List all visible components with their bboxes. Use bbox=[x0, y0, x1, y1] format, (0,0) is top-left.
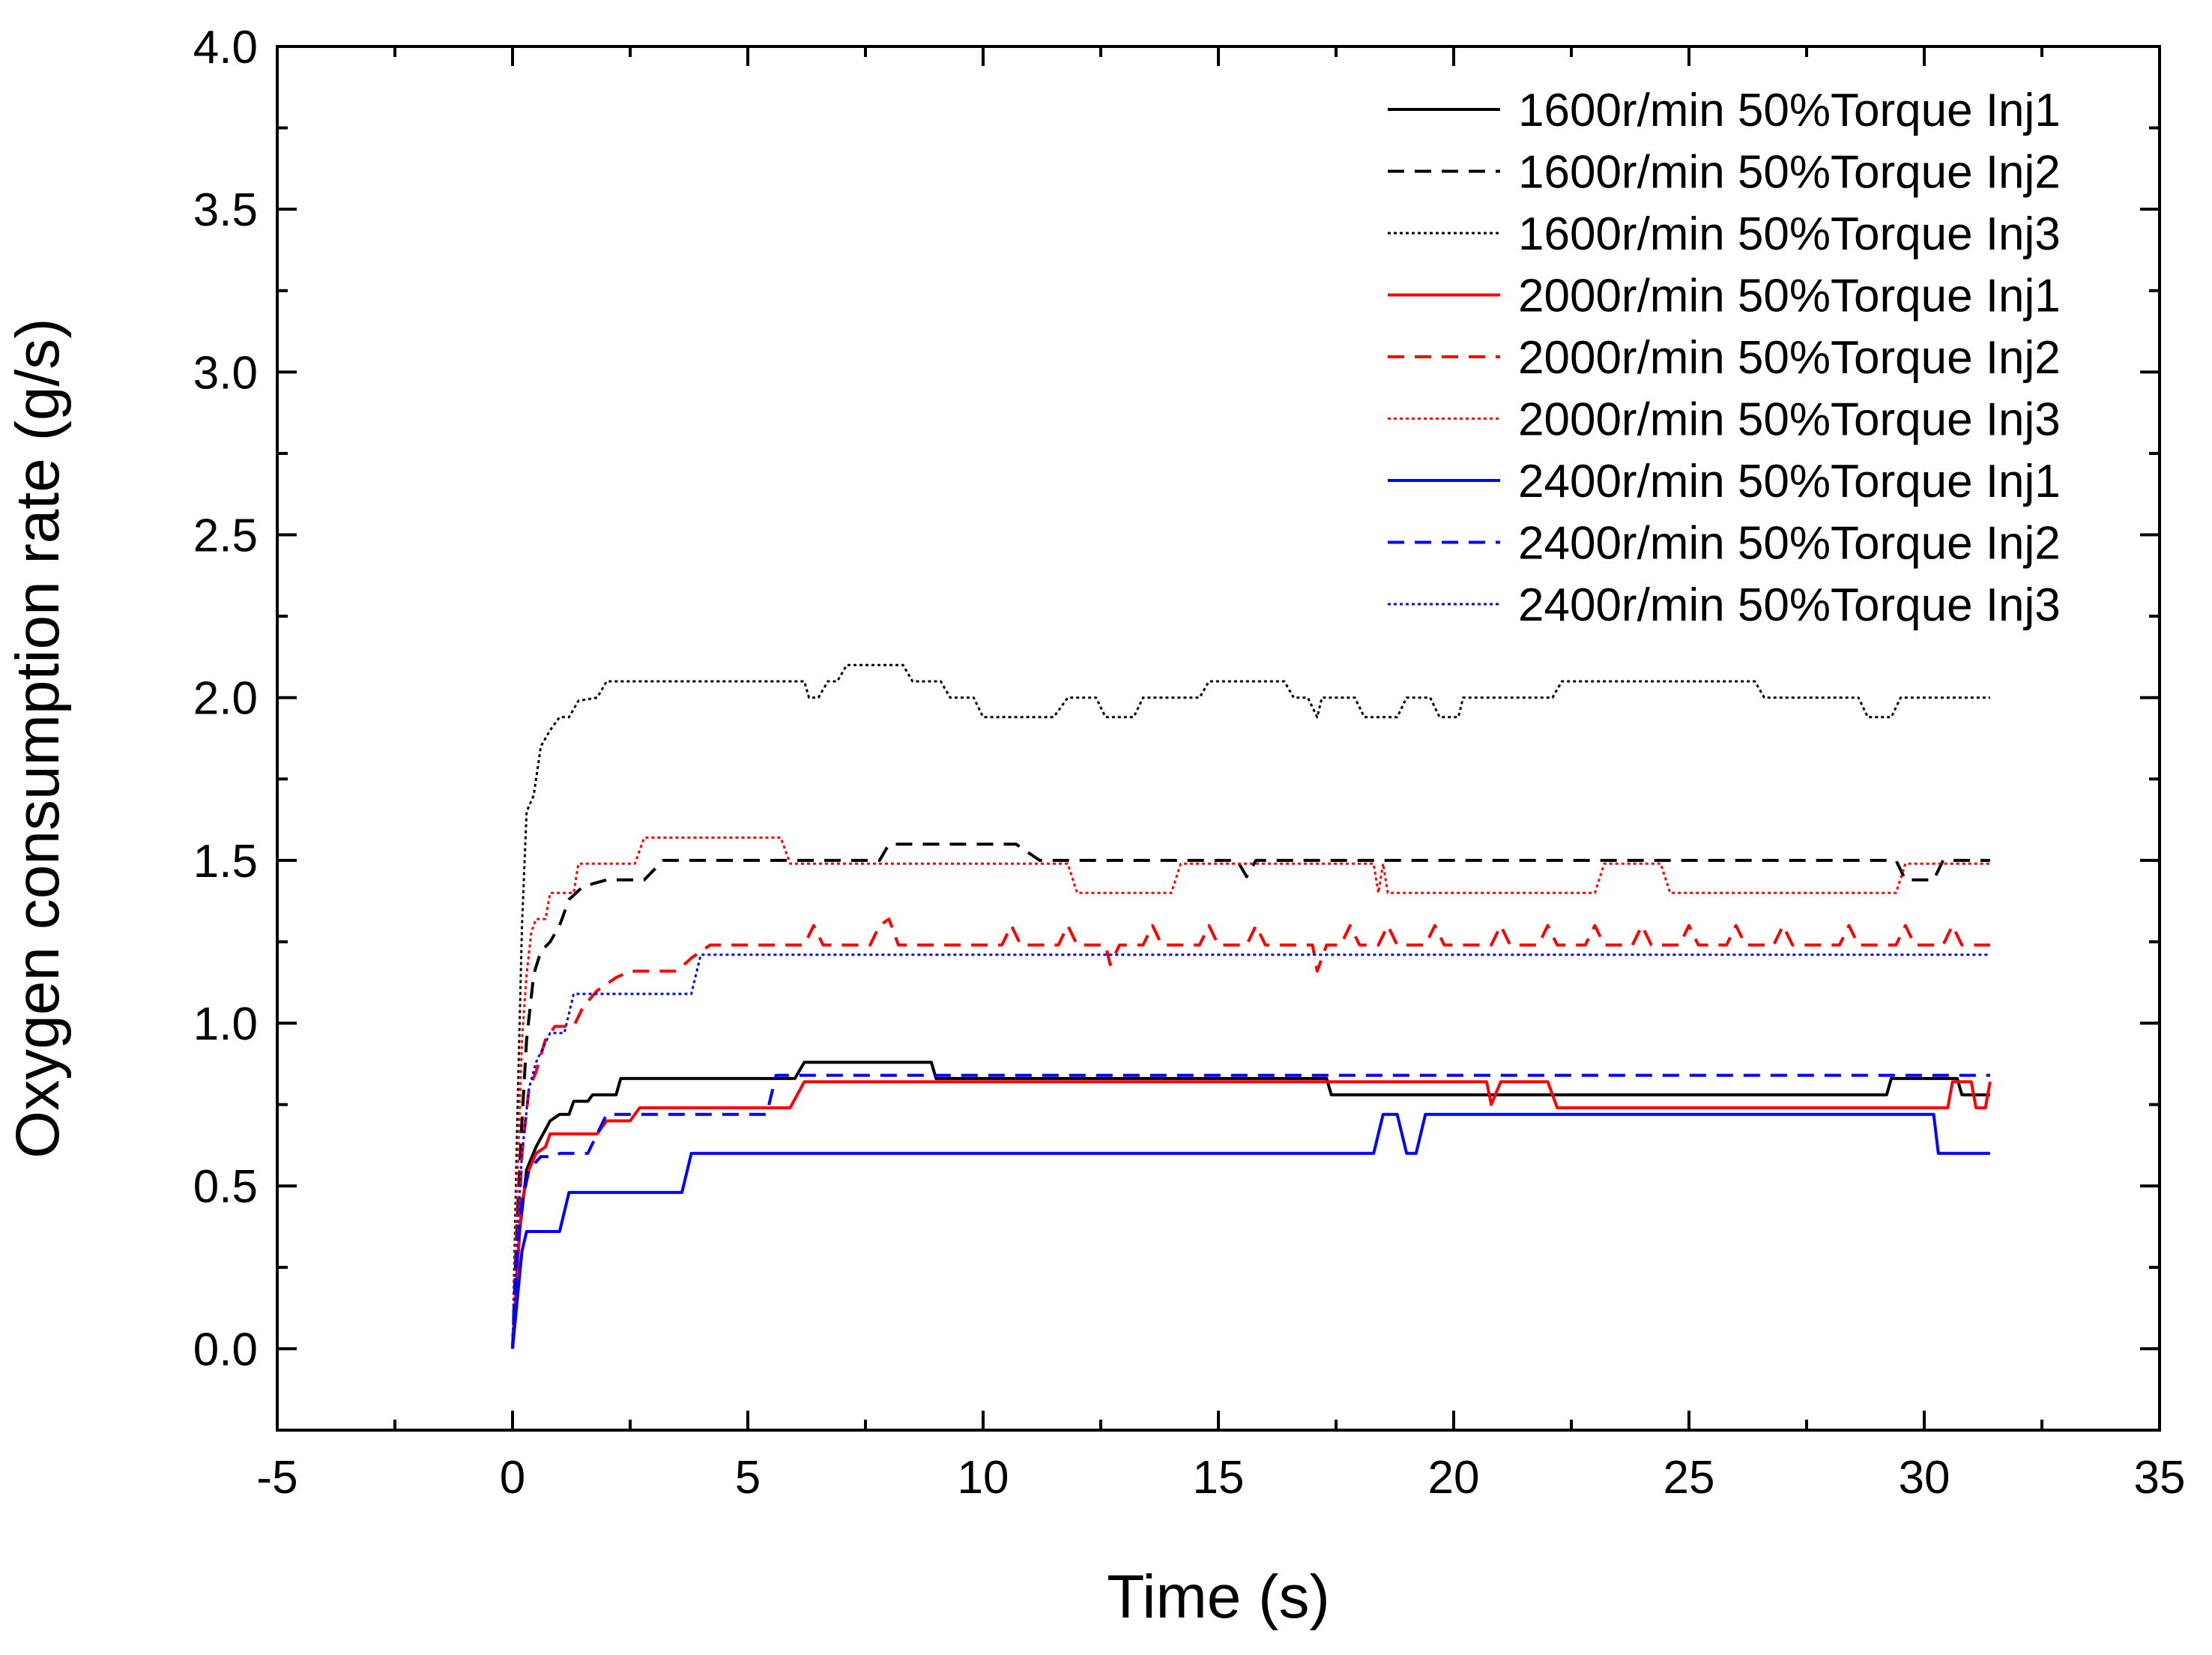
legend-label: 2400r/min 50%Torque Inj2 bbox=[1518, 518, 2061, 570]
x-tick-label: 5 bbox=[735, 1452, 761, 1504]
series-line bbox=[511, 663, 1990, 1349]
legend-label: 2000r/min 50%Torque Inj1 bbox=[1518, 271, 2061, 322]
y-tick-label: 4.0 bbox=[193, 22, 258, 73]
series-line bbox=[511, 1080, 1992, 1349]
y-tick-label: 0.0 bbox=[193, 1324, 258, 1375]
x-tick-label: 25 bbox=[1663, 1452, 1715, 1504]
x-tick-label: 35 bbox=[2134, 1452, 2186, 1504]
legend-label: 2000r/min 50%Torque Inj2 bbox=[1518, 332, 2061, 384]
y-tick-label: 1.0 bbox=[193, 998, 258, 1050]
series-line bbox=[511, 1073, 1990, 1349]
x-tick-label: 30 bbox=[1899, 1452, 1950, 1504]
legend-label: 1600r/min 50%Torque Inj2 bbox=[1518, 147, 2061, 199]
y-tick-label: 3.5 bbox=[193, 184, 258, 236]
x-tick-label: -5 bbox=[256, 1452, 297, 1504]
x-tick-label: 0 bbox=[500, 1452, 525, 1504]
y-tick-label: 2.5 bbox=[193, 510, 258, 562]
legend: 1600r/min 50%Torque Inj1 1600r/min 50%Tor… bbox=[1388, 85, 2061, 631]
series-line bbox=[511, 917, 1990, 1349]
axis-ticks: -5 0 5 10 15 20 25 30 35 0.0 0.5 1.0 1.5 2.0 2.5 3.0 3.5… bbox=[193, 22, 2186, 1504]
series-line bbox=[511, 842, 1990, 1349]
x-tick-label: 10 bbox=[958, 1452, 1009, 1504]
series-line bbox=[511, 1112, 1990, 1349]
x-tick-label: 15 bbox=[1193, 1452, 1245, 1504]
x-axis-title: Time (s) bbox=[1107, 1563, 1330, 1631]
legend-label: 2000r/min 50%Torque Inj3 bbox=[1518, 394, 2061, 446]
legend-label: 2400r/min 50%Torque Inj1 bbox=[1518, 456, 2061, 507]
y-tick-label: 1.5 bbox=[193, 836, 258, 887]
series-line bbox=[511, 953, 1990, 1349]
series-line bbox=[511, 836, 1990, 1349]
y-tick-label: 3.0 bbox=[193, 347, 258, 399]
y-tick-label: 2.0 bbox=[193, 673, 258, 725]
series-layer bbox=[511, 663, 1992, 1349]
legend-label: 1600r/min 50%Torque Inj3 bbox=[1518, 208, 2061, 260]
x-tick-label: 20 bbox=[1428, 1452, 1480, 1504]
series-line bbox=[511, 1061, 1990, 1349]
legend-label: 1600r/min 50%Torque Inj1 bbox=[1518, 85, 2061, 136]
y-tick-label: 0.5 bbox=[193, 1161, 258, 1213]
y-axis-title: Oxygen consumption rate (g/s) bbox=[4, 318, 72, 1158]
legend-label: 2400r/min 50%Torque Inj3 bbox=[1518, 579, 2061, 631]
